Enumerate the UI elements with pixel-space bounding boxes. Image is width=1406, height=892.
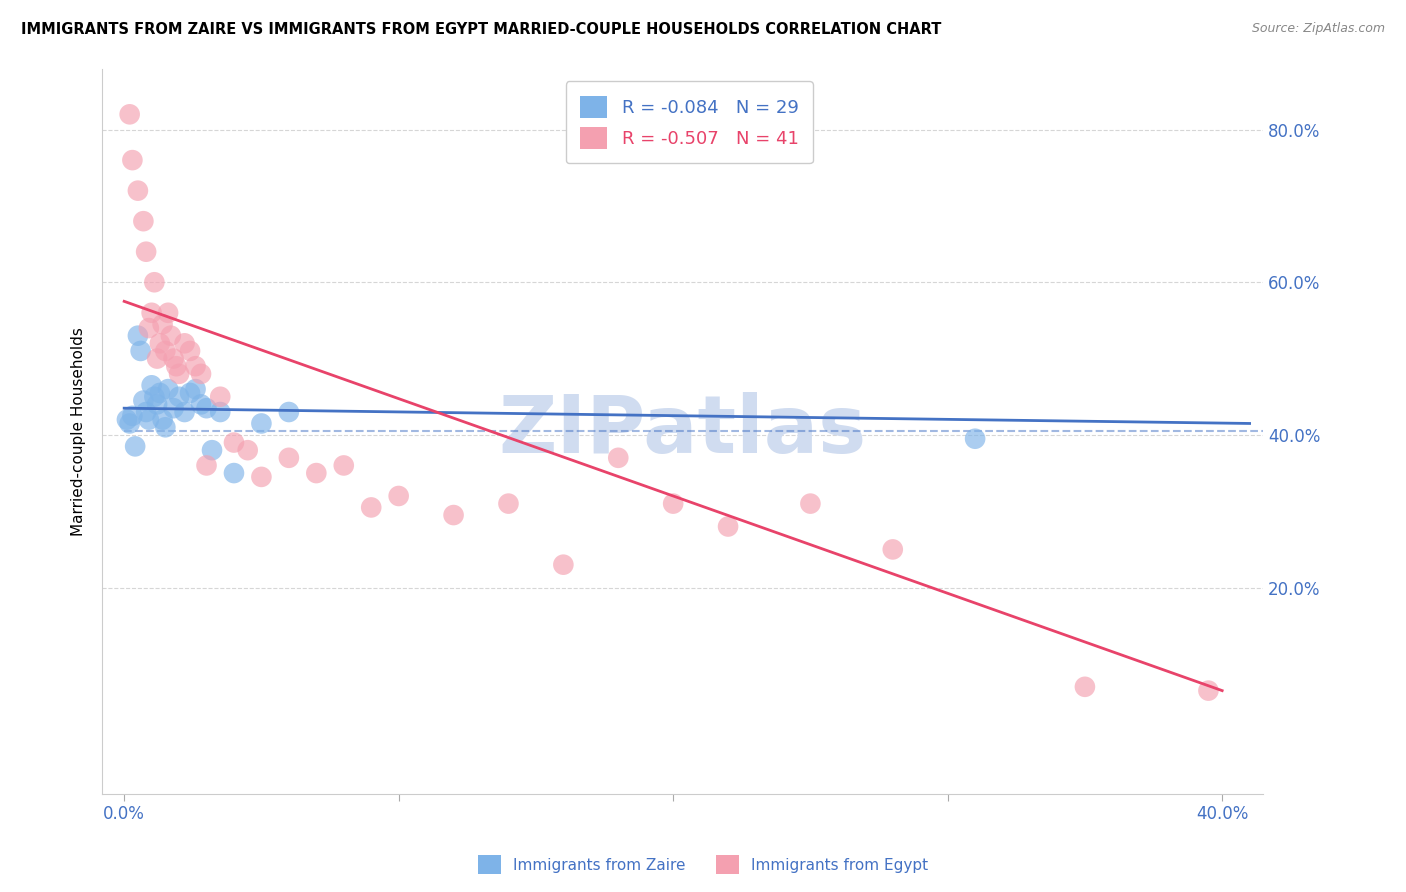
Point bbox=[553, 558, 575, 572]
Point bbox=[201, 443, 224, 458]
Point bbox=[305, 466, 328, 480]
Text: ZIPatlas: ZIPatlas bbox=[499, 392, 868, 470]
Point bbox=[149, 386, 172, 401]
Text: IMMIGRANTS FROM ZAIRE VS IMMIGRANTS FROM EGYPT MARRIED-COUPLE HOUSEHOLDS CORRELA: IMMIGRANTS FROM ZAIRE VS IMMIGRANTS FROM… bbox=[21, 22, 942, 37]
Point bbox=[236, 443, 259, 458]
Point bbox=[152, 317, 174, 331]
Point bbox=[190, 367, 212, 381]
Point bbox=[222, 435, 245, 450]
Point bbox=[173, 336, 195, 351]
Point bbox=[250, 417, 273, 431]
Point bbox=[190, 397, 212, 411]
Legend: Immigrants from Zaire, Immigrants from Egypt: Immigrants from Zaire, Immigrants from E… bbox=[471, 849, 935, 880]
Point bbox=[146, 397, 169, 411]
Point bbox=[179, 343, 201, 358]
Point bbox=[277, 405, 299, 419]
Point bbox=[118, 107, 141, 121]
Point bbox=[157, 382, 180, 396]
Text: Source: ZipAtlas.com: Source: ZipAtlas.com bbox=[1251, 22, 1385, 36]
Point bbox=[143, 390, 166, 404]
Point bbox=[155, 420, 177, 434]
Point bbox=[195, 401, 218, 416]
Point bbox=[607, 450, 630, 465]
Point bbox=[115, 412, 138, 426]
Point bbox=[184, 359, 207, 374]
Point bbox=[277, 450, 299, 465]
Point bbox=[184, 382, 207, 396]
Point bbox=[167, 367, 190, 381]
Point bbox=[209, 390, 232, 404]
Point bbox=[662, 497, 685, 511]
Point bbox=[143, 275, 166, 289]
Point bbox=[132, 393, 155, 408]
Point bbox=[209, 405, 232, 419]
Point bbox=[882, 542, 904, 557]
Point bbox=[360, 500, 382, 515]
Point bbox=[141, 306, 163, 320]
Point bbox=[1074, 680, 1097, 694]
Point bbox=[124, 439, 146, 453]
Point bbox=[173, 405, 195, 419]
Point bbox=[138, 321, 160, 335]
Point bbox=[135, 405, 157, 419]
Point bbox=[138, 412, 160, 426]
Point bbox=[717, 519, 740, 533]
Point bbox=[162, 351, 184, 366]
Point bbox=[121, 153, 143, 168]
Legend: R = -0.084   N = 29, R = -0.507   N = 41: R = -0.084 N = 29, R = -0.507 N = 41 bbox=[565, 81, 813, 163]
Point bbox=[121, 409, 143, 423]
Point bbox=[135, 244, 157, 259]
Point bbox=[160, 328, 183, 343]
Point bbox=[799, 497, 821, 511]
Point bbox=[388, 489, 411, 503]
Y-axis label: Married-couple Households: Married-couple Households bbox=[72, 326, 86, 535]
Point bbox=[127, 184, 149, 198]
Point bbox=[127, 328, 149, 343]
Point bbox=[179, 386, 201, 401]
Point bbox=[222, 466, 245, 480]
Point bbox=[250, 470, 273, 484]
Point bbox=[129, 343, 152, 358]
Point bbox=[118, 417, 141, 431]
Point bbox=[965, 432, 987, 446]
Point bbox=[333, 458, 356, 473]
Point bbox=[149, 336, 172, 351]
Point bbox=[146, 351, 169, 366]
Point bbox=[141, 378, 163, 392]
Point bbox=[1197, 683, 1219, 698]
Point bbox=[152, 412, 174, 426]
Point bbox=[443, 508, 465, 522]
Point bbox=[195, 458, 218, 473]
Point bbox=[162, 401, 184, 416]
Point bbox=[132, 214, 155, 228]
Point bbox=[155, 343, 177, 358]
Point bbox=[498, 497, 520, 511]
Point bbox=[167, 390, 190, 404]
Point bbox=[157, 306, 180, 320]
Point bbox=[165, 359, 187, 374]
